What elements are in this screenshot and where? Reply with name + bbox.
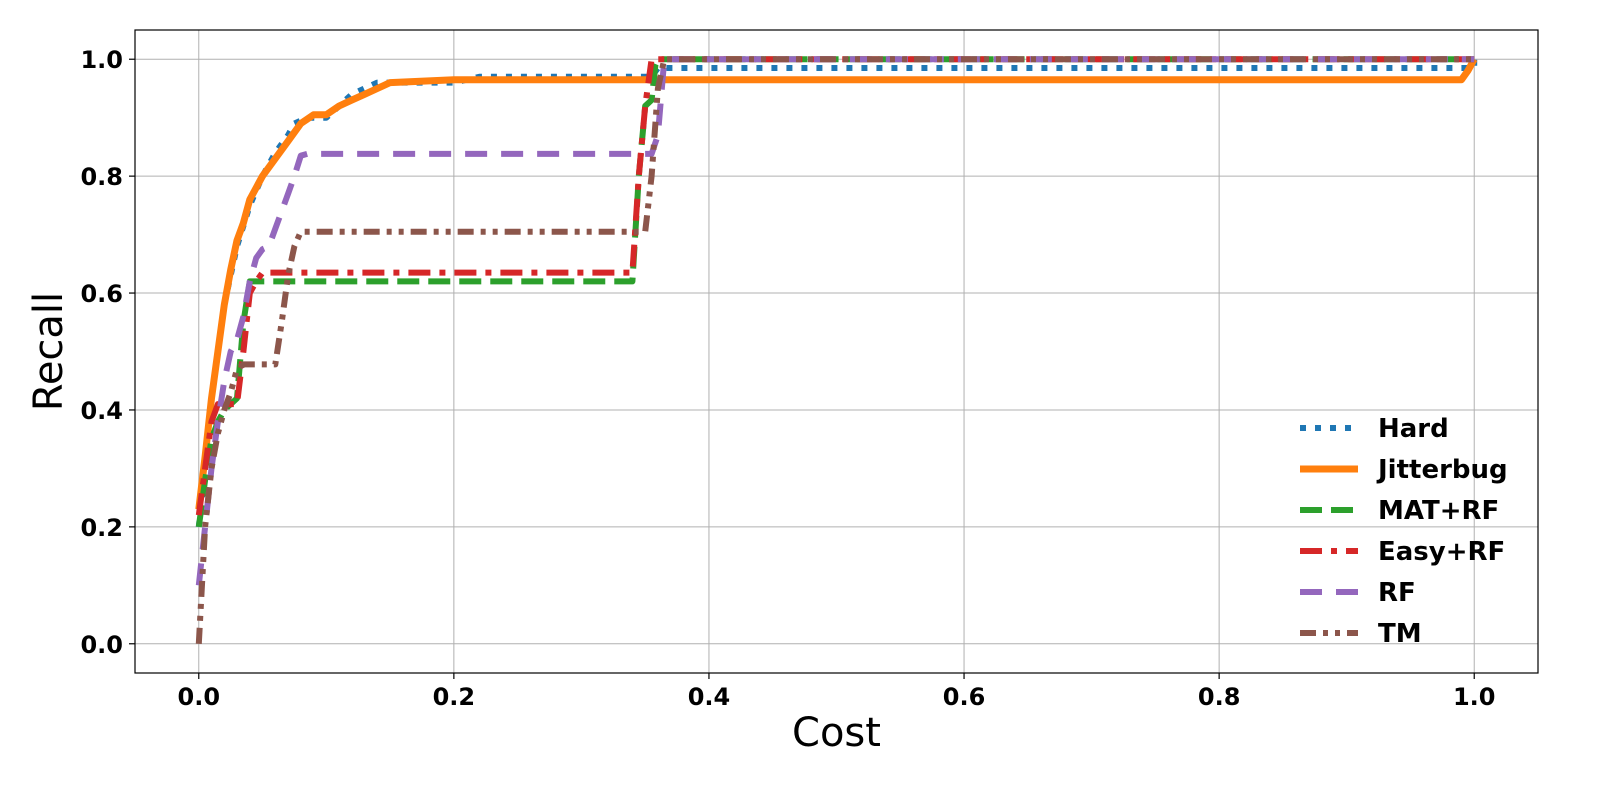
- y-tick-label: 0.0: [80, 631, 123, 659]
- legend-label: Jitterbug: [1376, 455, 1508, 485]
- legend-label: MAT+RF: [1378, 496, 1499, 526]
- legend: Hard Jitterbug MAT+RF Easy+RF RF TM: [1300, 414, 1508, 649]
- legend-label: Easy+RF: [1378, 537, 1505, 567]
- y-tick-label: 1.0: [80, 46, 123, 74]
- plot-frame: [134, 29, 1539, 674]
- grid: [135, 30, 1538, 673]
- x-tick-label: 1.0: [1453, 683, 1496, 711]
- legend-label: RF: [1378, 578, 1416, 608]
- x-axis-label: Cost: [792, 710, 881, 756]
- x-tick-label: 0.8: [1198, 683, 1241, 711]
- series-layer: [195, 56, 1478, 644]
- series-line-rf: [195, 56, 1475, 586]
- y-axis-label: Recall: [26, 292, 72, 411]
- x-tick-label: 0.0: [178, 683, 221, 711]
- series-line-easy-rf: [195, 56, 1475, 516]
- x-tick-label: 0.6: [943, 683, 986, 711]
- legend-label: TM: [1378, 619, 1422, 649]
- y-tick-label: 0.2: [80, 514, 123, 542]
- ticks: 0.0 0.2 0.4 0.6 0.8 1.0 0.0 0.2 0.4 0.6 0.8 1.0: [80, 46, 1495, 711]
- series-line-jitterbug: [195, 57, 1478, 510]
- y-tick-label: 0.6: [80, 280, 123, 308]
- x-tick-label: 0.2: [433, 683, 476, 711]
- y-tick-label: 0.8: [80, 163, 123, 191]
- y-tick-label: 0.4: [80, 397, 123, 425]
- legend-label: Hard: [1378, 414, 1449, 444]
- x-tick-label: 0.4: [688, 683, 731, 711]
- series-line-tm: [195, 56, 1475, 644]
